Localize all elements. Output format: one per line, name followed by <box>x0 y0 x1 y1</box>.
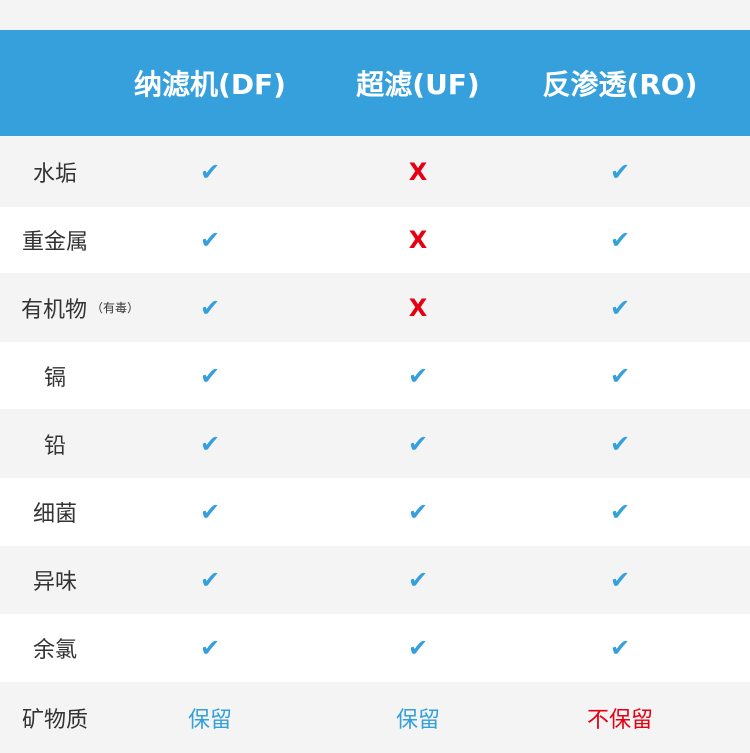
table-cell: 不保留 <box>586 707 653 733</box>
table-cell: ✔ <box>609 226 631 254</box>
row-note: （有毒） <box>91 301 140 315</box>
table-cell: ✔ <box>609 157 631 186</box>
row-label-cell: 有机物 （有毒） <box>0 273 160 342</box>
table-cell: ✔ <box>199 226 221 254</box>
table-row: 有机物 （有毒） ✔ X ✔ <box>0 273 750 342</box>
table-cell: ✔ <box>609 429 631 458</box>
table-cell: X <box>408 157 428 186</box>
table-row: 矿物质 保留 保留 不保留 <box>0 682 750 753</box>
table-cell: ✔ <box>199 293 221 322</box>
table-header: 纳滤机(DF) 超滤(UF) 反渗透(RO) <box>0 30 750 136</box>
row-label: 有机物 <box>20 297 87 323</box>
table-row: 细菌 ✔ ✔ ✔ <box>0 478 750 546</box>
row-label-cell: 重金属 <box>0 207 110 273</box>
table-cell: ✔ <box>199 157 221 186</box>
table-cell: ✔ <box>199 498 221 526</box>
table-row: 水垢 ✔ X ✔ <box>0 136 750 207</box>
table-row: 重金属 ✔ X ✔ <box>0 207 750 273</box>
table-cell: ✔ <box>609 361 631 390</box>
table-row: 余氯 ✔ ✔ ✔ <box>0 614 750 682</box>
table-cell: ✔ <box>609 498 631 526</box>
table-cell: ✔ <box>199 566 221 594</box>
row-label: 矿物质 <box>21 707 88 733</box>
comparison-table: 纳滤机(DF) 超滤(UF) 反渗透(RO) 水垢 ✔ X ✔ 重金属 ✔ X ✔ 有机物 （有毒） ✔… <box>0 30 750 753</box>
column-header: 纳滤机(DF) <box>134 68 286 101</box>
row-label-cell: 镉 <box>0 342 110 409</box>
row-label: 异味 <box>32 570 77 595</box>
table-cell: 保留 <box>395 707 440 733</box>
table-cell: ✔ <box>199 429 221 458</box>
table-cell: ✔ <box>199 634 221 662</box>
row-label: 余氯 <box>32 638 77 663</box>
row-label-cell: 水垢 <box>0 136 110 207</box>
table-cell: ✔ <box>407 566 429 594</box>
table-row: 铅 ✔ ✔ ✔ <box>0 409 750 478</box>
table-cell: ✔ <box>407 361 429 390</box>
table-cell: ✔ <box>609 293 631 322</box>
row-label-cell: 铅 <box>0 409 110 478</box>
row-label-cell: 矿物质 <box>0 682 110 753</box>
table-cell: ✔ <box>199 361 221 390</box>
row-label-cell: 细菌 <box>0 478 110 546</box>
table-cell: 保留 <box>187 707 232 733</box>
table-cell: ✔ <box>407 429 429 458</box>
table-row: 镉 ✔ ✔ ✔ <box>0 342 750 409</box>
row-label: 镉 <box>43 365 66 391</box>
table-cell: ✔ <box>407 498 429 526</box>
table-cell: ✔ <box>407 634 429 662</box>
table-cell: ✔ <box>609 566 631 594</box>
table-cell: X <box>408 226 428 254</box>
table-cell: X <box>408 293 428 322</box>
row-label: 细菌 <box>32 502 77 527</box>
row-label-cell: 异味 <box>0 546 110 614</box>
row-label-cell: 余氯 <box>0 614 110 682</box>
row-label: 水垢 <box>32 161 77 187</box>
table-row: 异味 ✔ ✔ ✔ <box>0 546 750 614</box>
table-cell: ✔ <box>609 634 631 662</box>
row-label: 重金属 <box>21 230 88 255</box>
column-header: 超滤(UF) <box>356 68 480 101</box>
row-label: 铅 <box>43 433 66 459</box>
column-header: 反渗透(RO) <box>542 68 698 101</box>
